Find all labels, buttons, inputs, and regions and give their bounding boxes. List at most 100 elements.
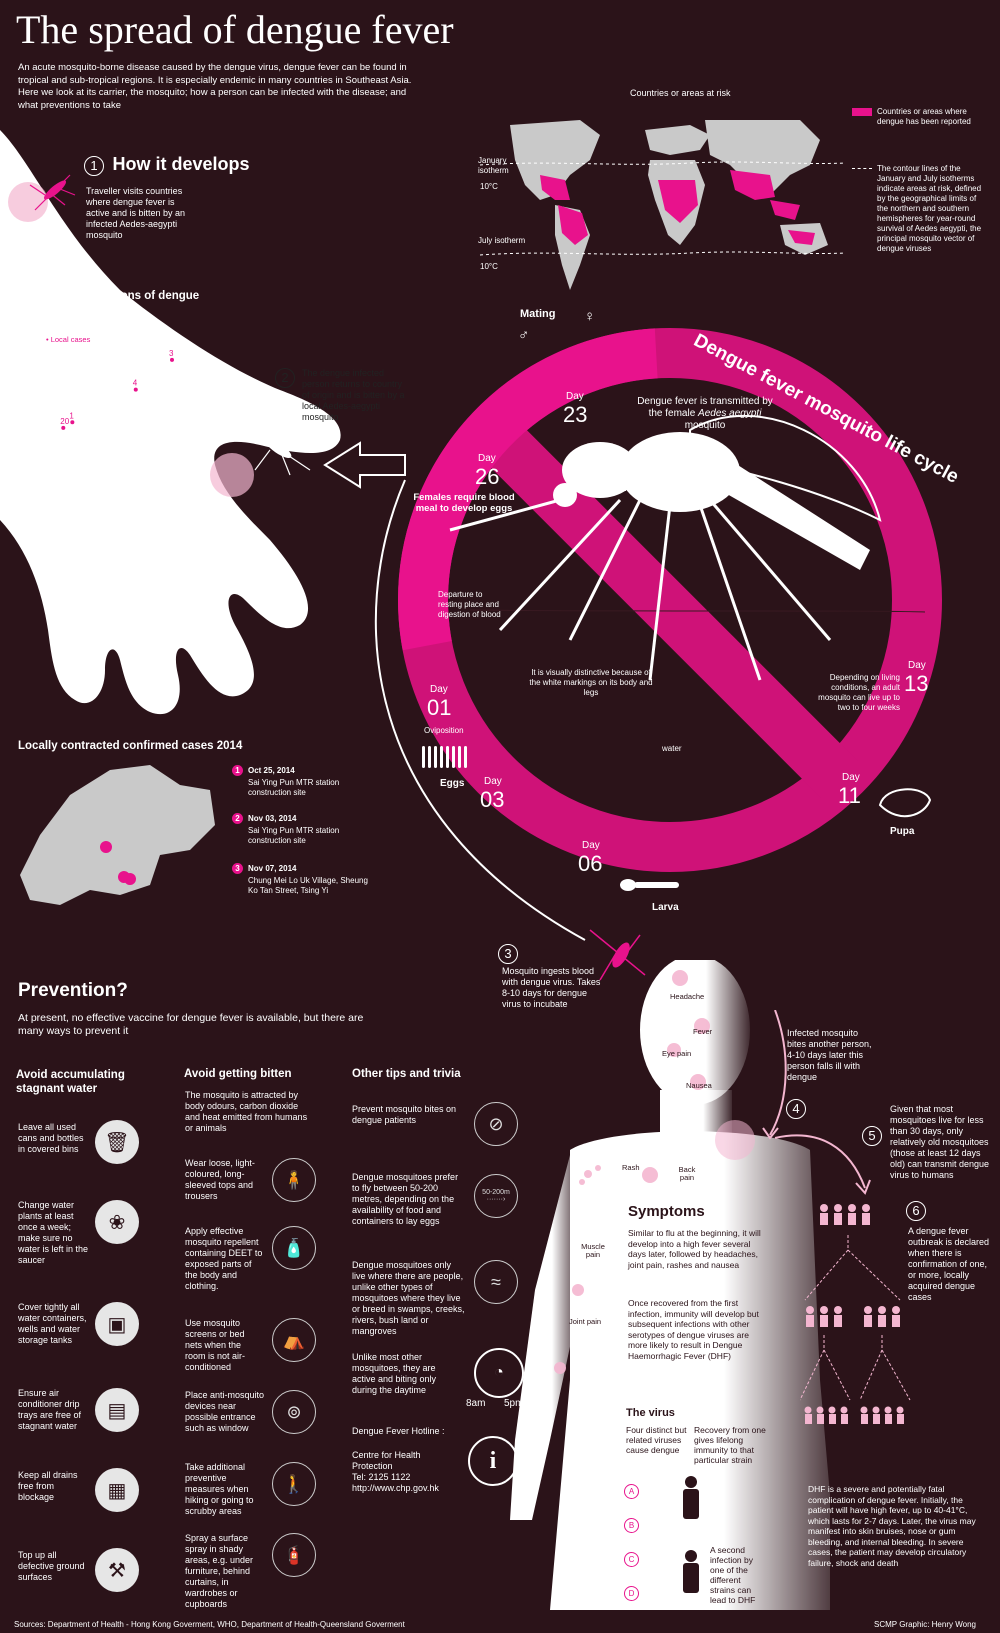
mosquito-icon-step1: [29, 174, 76, 211]
long-sleeve-person-icon: 🧍: [272, 1158, 316, 1202]
case-number: 2: [232, 813, 243, 824]
oviposition-label: Oviposition: [424, 726, 464, 735]
chart-point-label: 102: [160, 343, 173, 352]
water-tank-icon: ▣: [95, 1302, 139, 1346]
pupa-icon: [878, 788, 932, 818]
virus-letter-d: D: [624, 1586, 639, 1601]
col3-item-2: Dengue mosquitoes prefer to fly between …: [352, 1172, 459, 1226]
map-title: Countries or areas at risk: [630, 88, 731, 98]
chart-point-label: 103: [151, 340, 164, 349]
prevention-title: Prevention?: [18, 980, 128, 1001]
larva-label: Larva: [652, 902, 679, 913]
chart-title: Number of notifications of dengue cases …: [12, 290, 200, 315]
day06-label: Day: [582, 840, 600, 851]
col1-item-3: Cover tightly all water containers, well…: [18, 1302, 87, 1345]
day06-number: 06: [578, 851, 603, 876]
human-body: [510, 960, 830, 1610]
day26-number: 26: [475, 464, 500, 489]
col1-title: Avoid accumulating stagnant water: [16, 1069, 125, 1095]
eye-pain-label: Eye pain: [662, 1049, 692, 1058]
prevention-intro: At present, no effective vaccine for den…: [18, 1012, 364, 1037]
virus-letter-b: B: [624, 1518, 639, 1533]
step-1-number: 1: [84, 156, 104, 176]
hiker-icon: 🚶: [272, 1462, 316, 1506]
case-item: 3 Nov 07, 2014 Chung Mei Lo Uk Village, Sh…: [232, 858, 372, 896]
virus-title: The virus: [626, 1407, 675, 1419]
time-pm: 5pm: [504, 1398, 524, 1409]
symptoms-p2: Once recovered from the first infection,…: [628, 1298, 759, 1361]
step4-arrow: [762, 1010, 787, 1140]
case-date: Nov 07, 2014: [248, 864, 297, 873]
life-cycle-ring: [398, 328, 942, 872]
chart-ytick-label: 100: [12, 347, 24, 354]
outbreak-spread-icons: [800, 1204, 911, 1424]
col3-item-4: Unlike most other mosquitoes, they are a…: [352, 1352, 437, 1395]
bed-net-icon: ⛺: [272, 1318, 316, 1362]
day13-label: Day: [908, 660, 926, 671]
world-map: [479, 120, 846, 290]
eggs-icon: [422, 746, 467, 768]
case-number: 1: [232, 765, 243, 776]
surface-spray-icon: 🧯: [272, 1533, 316, 1577]
chart-local-case-label: 3: [169, 349, 174, 358]
larva-icon: [620, 879, 679, 891]
symptoms-title: Symptoms: [628, 1203, 705, 1220]
distance-icon: 50-200m ·······›: [474, 1174, 518, 1218]
drain-icon: ▦: [95, 1468, 139, 1512]
intro-text: An acute mosquito-borne disease caused b…: [18, 62, 412, 111]
step-1-text: Traveller visits countries where dengue …: [86, 186, 186, 240]
footer-sources: Sources: Department of Health - Hong Kon…: [14, 1620, 405, 1629]
mating-label: Mating: [520, 308, 556, 320]
col3-title: Other tips and trivia: [352, 1068, 461, 1080]
step5-arrow: [774, 1134, 871, 1195]
virus-letter-c: C: [624, 1552, 639, 1567]
hotline-title: Dengue Fever Hotline :: [352, 1426, 445, 1436]
day26-label: Day: [478, 453, 496, 464]
arrow-left-icon: [323, 441, 406, 489]
stopwatch-icon: ◔: [474, 1348, 524, 1398]
visual-text: It is visually distinctive because of th…: [529, 668, 653, 697]
col1-item-1: Leave all used cans and bottles in cover…: [18, 1122, 84, 1154]
mosquito-icon-step3: [589, 929, 646, 981]
swamp-icon: ≈: [474, 1260, 518, 1304]
col1-item-5: Keep all drains free from blockage: [18, 1470, 78, 1502]
case-place: Sai Ying Pun MTR station construction si…: [248, 826, 340, 845]
col2-item-5: Place anti-mosquito devices near possibl…: [185, 1390, 265, 1433]
map-legend-contour: The contour lines of the January and Jul…: [877, 164, 982, 253]
chart-xtick-label: 1997: [18, 503, 34, 510]
time-am: 8am: [466, 1398, 486, 1409]
virus-left-text: Four distinct but related viruses cause …: [626, 1425, 687, 1455]
case-date: Oct 25, 2014: [248, 766, 295, 775]
no-mosquito-icon: ⊘: [474, 1102, 518, 1146]
step-2-text: The dengue infected person returns to co…: [302, 368, 405, 422]
case-date: Nov 03, 2014: [248, 814, 297, 823]
virus-second-text: A second infection by one of the differe…: [710, 1545, 756, 1605]
hong-kong-map: [20, 765, 215, 905]
chart-local-case-marker: [170, 357, 174, 362]
chart-point-label: 20: [15, 457, 23, 466]
case-place: Chung Mei Lo Uk Village, Sheung Ko Tan S…: [248, 876, 368, 895]
adult-mosquito-icon: [449, 414, 882, 681]
trowel-icon: ⚒: [95, 1548, 139, 1592]
day11-label: Day: [842, 772, 860, 783]
anti-mosquito-device-icon: ⊚: [272, 1390, 316, 1434]
chart-point-label: 5: [24, 478, 28, 487]
joint-pain-label: Joint pain: [568, 1317, 602, 1326]
chart-local-case-marker: [133, 387, 138, 392]
nausea-label: Nausea: [686, 1081, 712, 1090]
symptoms-p1: Similar to flu at the beginning, it will…: [628, 1228, 761, 1270]
day03-label: Day: [484, 776, 502, 787]
step-5-text: Given that most mosquitoes live for less…: [890, 1104, 990, 1180]
chart-local-case-marker: [61, 425, 66, 430]
cases-title: Locally contracted confirmed cases 2014: [18, 740, 243, 752]
map-legend-swatch: [852, 108, 872, 116]
male-symbol: ♂: [518, 327, 530, 344]
adult-label: Adult: [624, 482, 653, 494]
day23-label: Day: [566, 391, 584, 402]
map-jul-label: July isotherm: [478, 236, 526, 245]
chart-xtick-label: 2014: [162, 503, 178, 510]
map-legend-reported: Countries or areas where dengue has been…: [877, 107, 971, 126]
connector-arc: [374, 479, 586, 941]
rash-label: Rash: [622, 1163, 640, 1172]
